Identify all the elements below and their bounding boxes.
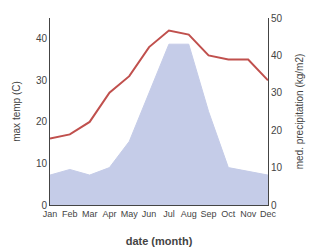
svg-text:Jul: Jul (163, 209, 175, 219)
svg-text:Aug: Aug (181, 209, 197, 219)
svg-text:Jan: Jan (43, 209, 58, 219)
svg-text:Oct: Oct (221, 209, 236, 219)
svg-text:40: 40 (36, 33, 48, 44)
svg-text:Dec: Dec (260, 209, 277, 219)
svg-text:20: 20 (36, 116, 48, 127)
svg-text:10: 10 (36, 158, 48, 169)
svg-text:Mar: Mar (82, 209, 98, 219)
svg-text:30: 30 (36, 75, 48, 86)
svg-text:max temp (C): max temp (C) (11, 81, 22, 142)
svg-text:50: 50 (271, 13, 283, 24)
svg-text:20: 20 (271, 125, 283, 136)
svg-text:40: 40 (271, 50, 283, 61)
svg-text:Feb: Feb (62, 209, 78, 219)
svg-text:10: 10 (271, 162, 283, 173)
svg-text:med. precipitation (kg/m2): med. precipitation (kg/m2) (294, 54, 305, 170)
svg-text:May: May (121, 209, 139, 219)
svg-text:30: 30 (271, 87, 283, 98)
svg-text:Jun: Jun (142, 209, 157, 219)
svg-text:Sep: Sep (201, 209, 217, 219)
svg-text:date (month): date (month) (126, 235, 193, 247)
svg-text:Apr: Apr (102, 209, 116, 219)
svg-text:0: 0 (271, 200, 277, 211)
svg-text:0: 0 (41, 200, 47, 211)
svg-text:Nov: Nov (240, 209, 257, 219)
